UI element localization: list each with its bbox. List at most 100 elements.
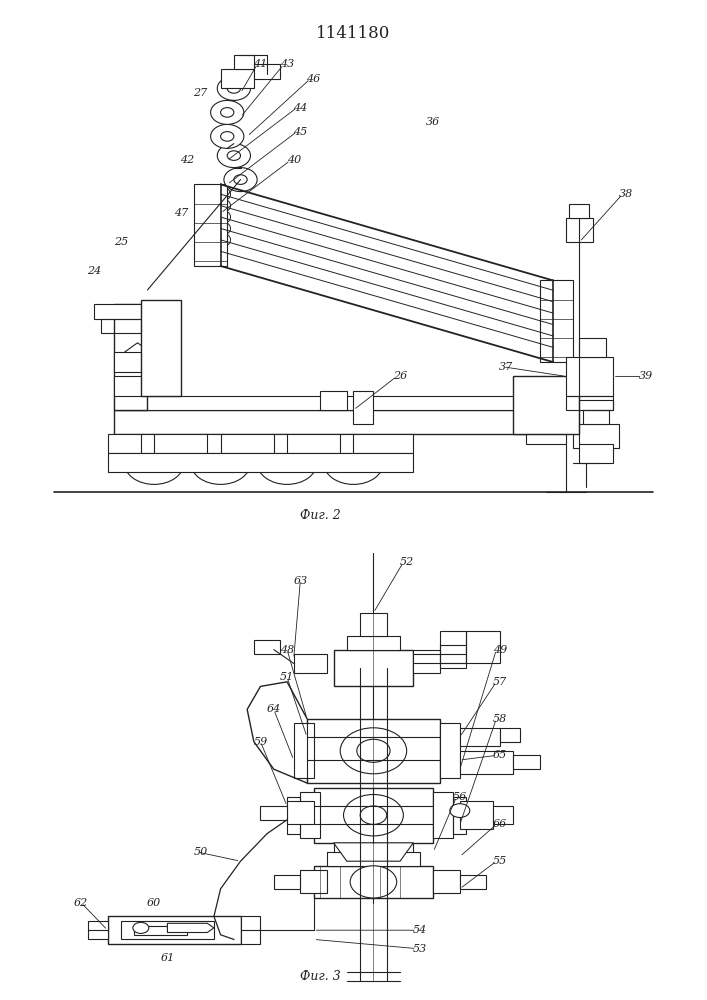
- Bar: [141, 300, 181, 396]
- Text: 47: 47: [174, 208, 188, 218]
- Circle shape: [360, 806, 387, 824]
- Bar: [115, 352, 148, 372]
- Circle shape: [344, 794, 403, 836]
- Text: 50: 50: [194, 847, 208, 857]
- Text: Фиг. 3: Фиг. 3: [300, 970, 341, 983]
- Circle shape: [211, 187, 230, 201]
- Circle shape: [211, 198, 230, 213]
- Circle shape: [217, 76, 250, 100]
- Text: 43: 43: [280, 59, 294, 69]
- Bar: [573, 424, 619, 448]
- Circle shape: [133, 922, 148, 933]
- Text: 51: 51: [280, 672, 294, 682]
- Bar: [88, 921, 107, 939]
- Bar: [287, 801, 314, 824]
- Bar: [254, 640, 281, 654]
- Text: 62: 62: [74, 898, 88, 908]
- Text: 42: 42: [180, 155, 194, 165]
- Bar: [566, 396, 613, 410]
- Circle shape: [340, 453, 367, 472]
- Bar: [460, 728, 500, 746]
- Text: 46: 46: [307, 74, 321, 84]
- Bar: [334, 650, 414, 686]
- Bar: [101, 319, 141, 333]
- Bar: [583, 410, 609, 424]
- Bar: [293, 654, 327, 673]
- Bar: [254, 64, 281, 79]
- Text: 63: 63: [293, 576, 308, 586]
- Bar: [433, 792, 453, 838]
- Circle shape: [211, 233, 230, 247]
- Bar: [360, 613, 387, 636]
- Bar: [287, 797, 300, 834]
- Bar: [274, 875, 300, 889]
- Text: 58: 58: [493, 714, 507, 724]
- Bar: [221, 69, 254, 88]
- Bar: [573, 400, 613, 410]
- Bar: [194, 184, 227, 266]
- Circle shape: [211, 221, 230, 236]
- Bar: [440, 723, 460, 778]
- Bar: [293, 723, 314, 778]
- Bar: [234, 55, 254, 69]
- Text: 39: 39: [639, 371, 653, 381]
- Polygon shape: [168, 923, 214, 932]
- Bar: [107, 453, 414, 472]
- Circle shape: [124, 441, 184, 484]
- Text: 45: 45: [293, 127, 308, 137]
- Bar: [260, 806, 287, 820]
- Bar: [526, 434, 566, 444]
- Circle shape: [324, 441, 383, 484]
- Text: 64: 64: [267, 704, 281, 714]
- Circle shape: [350, 866, 397, 898]
- Text: 54: 54: [413, 925, 427, 935]
- Circle shape: [227, 84, 240, 93]
- Bar: [115, 376, 148, 396]
- Bar: [453, 797, 467, 834]
- Bar: [580, 444, 613, 463]
- Text: 38: 38: [619, 189, 633, 199]
- Circle shape: [191, 441, 250, 484]
- Bar: [115, 410, 526, 434]
- Bar: [107, 916, 240, 944]
- Circle shape: [357, 739, 390, 762]
- Text: 59: 59: [253, 737, 267, 747]
- Text: 37: 37: [499, 362, 513, 372]
- Bar: [570, 204, 590, 218]
- Circle shape: [141, 453, 168, 472]
- Text: 1141180: 1141180: [316, 25, 391, 42]
- Bar: [240, 916, 260, 944]
- Bar: [94, 304, 148, 319]
- Bar: [460, 801, 493, 829]
- Circle shape: [227, 151, 240, 160]
- Bar: [300, 870, 327, 893]
- Bar: [300, 792, 320, 838]
- Bar: [347, 636, 400, 650]
- Text: 27: 27: [194, 88, 208, 98]
- Bar: [354, 391, 373, 424]
- Circle shape: [234, 175, 247, 184]
- Bar: [460, 875, 486, 889]
- Text: 65: 65: [493, 750, 507, 760]
- Circle shape: [340, 728, 407, 774]
- Circle shape: [450, 804, 470, 818]
- Bar: [115, 304, 148, 410]
- Text: 24: 24: [87, 266, 101, 276]
- Polygon shape: [334, 843, 414, 861]
- Bar: [467, 631, 500, 663]
- Bar: [307, 719, 440, 783]
- Text: 52: 52: [399, 557, 414, 567]
- Bar: [320, 391, 347, 410]
- Bar: [566, 218, 592, 242]
- Circle shape: [274, 453, 300, 472]
- Text: 55: 55: [493, 856, 507, 866]
- Bar: [460, 751, 513, 774]
- Text: 40: 40: [286, 155, 300, 165]
- Text: 57: 57: [493, 677, 507, 687]
- Bar: [513, 755, 539, 769]
- Bar: [134, 926, 187, 935]
- Circle shape: [257, 441, 317, 484]
- Text: 49: 49: [493, 645, 507, 655]
- Bar: [440, 645, 467, 668]
- Bar: [580, 338, 606, 357]
